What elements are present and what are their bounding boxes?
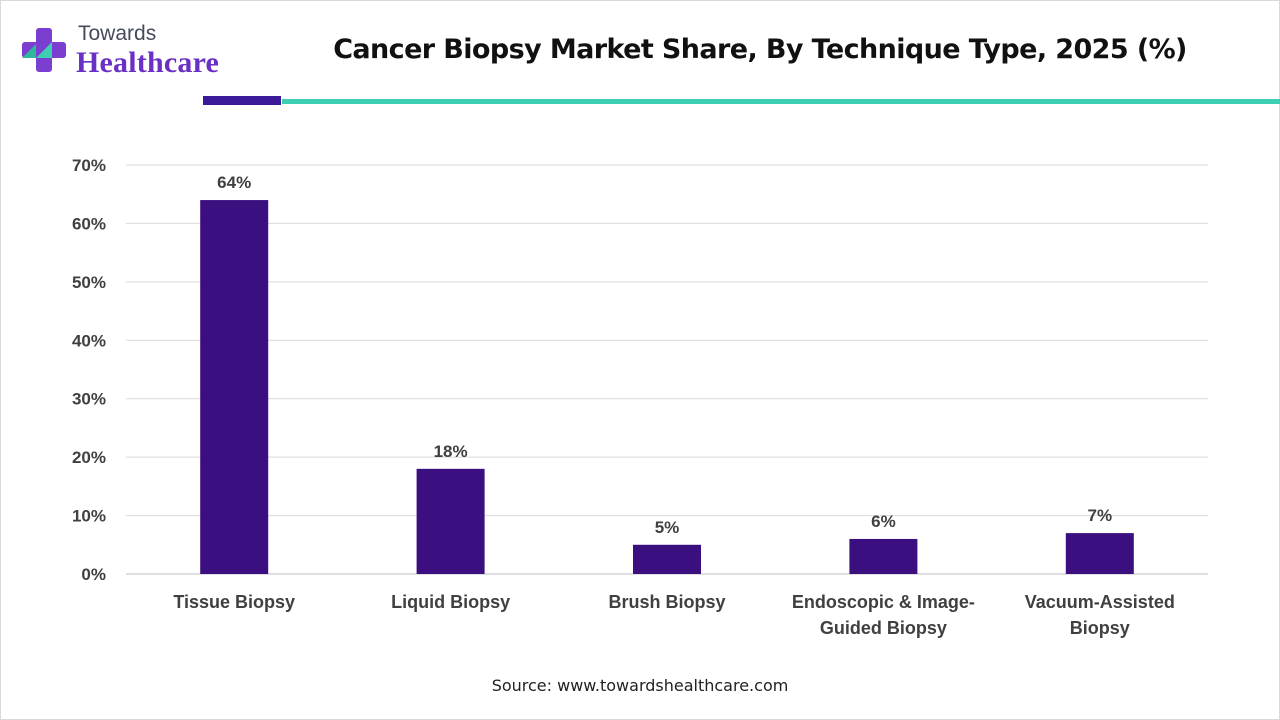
- cross-mark-icon: [22, 28, 66, 72]
- data-label: 5%: [655, 518, 680, 537]
- title-rule-purple: [203, 96, 281, 105]
- bar: [633, 544, 701, 574]
- data-label: 64%: [217, 173, 251, 192]
- brand-bottom-text: Healthcare: [76, 46, 220, 79]
- y-tick-label: 0%: [81, 565, 106, 584]
- y-tick-label: 30%: [72, 390, 106, 409]
- y-tick-label: 60%: [72, 214, 106, 233]
- x-tick-label: Tissue Biopsy: [173, 592, 295, 612]
- y-tick-label: 50%: [72, 273, 106, 292]
- x-tick-label: Vacuum-Assisted: [1025, 592, 1175, 612]
- y-tick-label: 70%: [72, 156, 106, 175]
- y-tick-label: 20%: [72, 448, 106, 467]
- data-label: 18%: [434, 442, 468, 461]
- x-tick-label: Guided Biopsy: [820, 618, 947, 638]
- bar: [1065, 533, 1134, 574]
- brand-logo: Towards Healthcare: [20, 20, 250, 82]
- brand-top-text: Towards: [78, 22, 157, 45]
- x-tick-label: Brush Biopsy: [608, 592, 725, 612]
- x-tick-label: Biopsy: [1070, 618, 1130, 638]
- y-tick-label: 10%: [72, 507, 106, 526]
- data-label: 7%: [1088, 506, 1113, 525]
- source-note: Source: www.towardshealthcare.com: [491, 676, 789, 695]
- bar: [200, 200, 269, 575]
- y-tick-label: 40%: [72, 331, 106, 350]
- x-tick-label: Endoscopic & Image-: [792, 592, 975, 612]
- data-label: 6%: [871, 512, 896, 531]
- chart-title: Cancer Biopsy Market Share, By Technique…: [333, 34, 1187, 65]
- title-rule-teal: [282, 99, 1280, 104]
- bar: [416, 468, 485, 574]
- x-tick-label: Liquid Biopsy: [391, 592, 510, 612]
- bar: [849, 538, 918, 574]
